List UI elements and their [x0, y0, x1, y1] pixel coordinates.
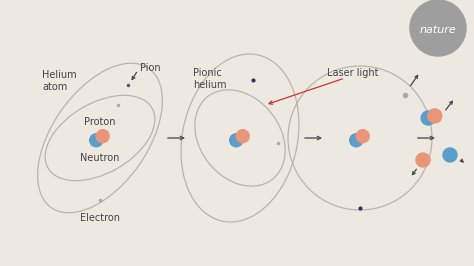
Text: Neutron: Neutron [80, 153, 120, 163]
Circle shape [410, 0, 466, 56]
Circle shape [356, 130, 369, 143]
Text: Pionic
helium: Pionic helium [193, 68, 227, 90]
Text: nature: nature [419, 25, 456, 35]
Circle shape [230, 134, 243, 147]
Text: Pion: Pion [140, 63, 161, 73]
Circle shape [350, 134, 363, 147]
Circle shape [90, 134, 103, 147]
Circle shape [96, 130, 109, 143]
Circle shape [416, 153, 430, 167]
Circle shape [428, 109, 442, 123]
Text: Helium
atom: Helium atom [42, 70, 77, 92]
Text: Electron: Electron [80, 213, 120, 223]
Text: Proton: Proton [84, 117, 116, 127]
Circle shape [236, 130, 249, 143]
Circle shape [421, 111, 435, 125]
Circle shape [443, 148, 457, 162]
Text: Laser light: Laser light [327, 68, 379, 78]
